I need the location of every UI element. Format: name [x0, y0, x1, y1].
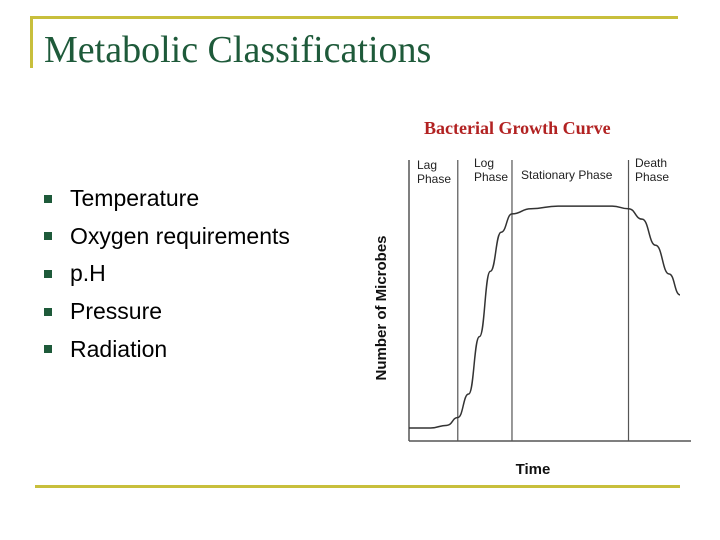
phase-divider-group: [457, 160, 630, 441]
frame-left-rule: [30, 16, 33, 68]
phase-label: Stationary Phase: [521, 168, 613, 182]
slide-title: Metabolic Classifications: [44, 29, 432, 71]
square-bullet-icon: [44, 194, 52, 203]
square-bullet-icon: [44, 307, 52, 316]
bullet-text: Pressure: [70, 298, 163, 325]
phase-label: Death: [635, 156, 667, 170]
bullet-item: Radiation: [44, 330, 290, 368]
phase-label: Lag: [417, 158, 437, 172]
bullet-text: Oxygen requirements: [70, 222, 290, 249]
square-bullet-icon: [44, 345, 52, 354]
growth-curve-line: [409, 205, 681, 429]
frame-top-rule: [30, 16, 678, 19]
phase-label: Log: [474, 156, 494, 170]
bullet-item: Oxygen requirements: [44, 218, 290, 256]
bullet-list: Temperature Oxygen requirements p.H Pres…: [44, 180, 290, 368]
chart-title: Bacterial Growth Curve: [424, 118, 611, 138]
square-bullet-icon: [44, 232, 52, 241]
bullet-item: Temperature: [44, 180, 290, 218]
phase-label: Phase: [417, 172, 451, 186]
bullet-item: Pressure: [44, 293, 290, 331]
square-bullet-icon: [44, 269, 52, 278]
growth-curve-chart: Bacterial Growth Curve Lag Phase Log Pha…: [373, 118, 691, 478]
x-axis-label: Time: [516, 461, 551, 478]
bullet-item: p.H: [44, 255, 290, 293]
phase-label: Phase: [635, 170, 669, 184]
y-axis-label: Number of Microbes: [373, 235, 390, 380]
phase-label: Phase: [474, 170, 508, 184]
bullet-text: Temperature: [70, 185, 200, 212]
frame-bottom-rule: [35, 485, 680, 488]
bullet-text: Radiation: [70, 335, 168, 362]
bullet-text: p.H: [70, 260, 106, 287]
